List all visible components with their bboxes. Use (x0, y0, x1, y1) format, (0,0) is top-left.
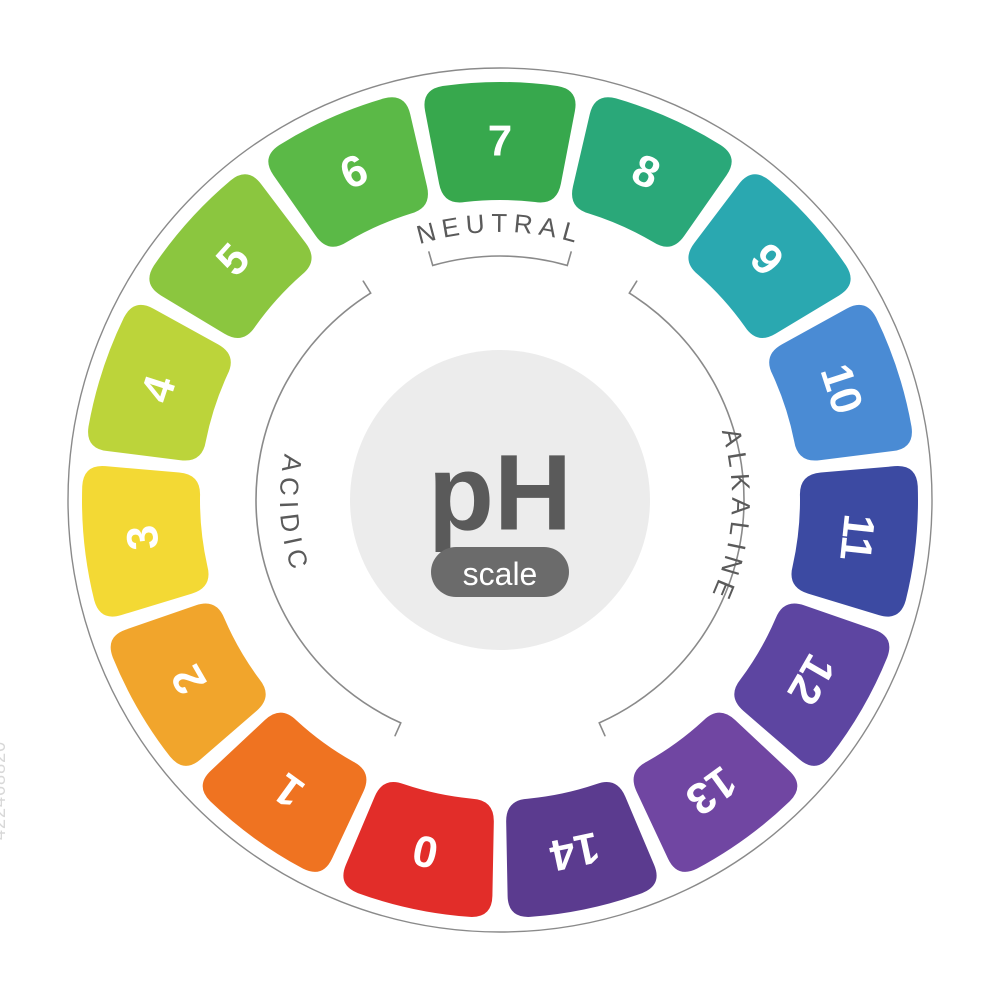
ph-number-11: 11 (830, 512, 884, 563)
ph-number-3: 3 (117, 523, 168, 552)
watermark-text: 422468820 (0, 741, 10, 840)
title-main: pH (428, 432, 572, 553)
title-sub: scale (463, 556, 538, 592)
label-neutral: NEUTRAL (413, 208, 587, 250)
bracket-neutral (429, 252, 571, 265)
ph-number-7: 7 (488, 117, 512, 166)
label-alkaline: ALKALINE (704, 425, 756, 609)
label-acidic: ACIDIC (274, 453, 316, 578)
